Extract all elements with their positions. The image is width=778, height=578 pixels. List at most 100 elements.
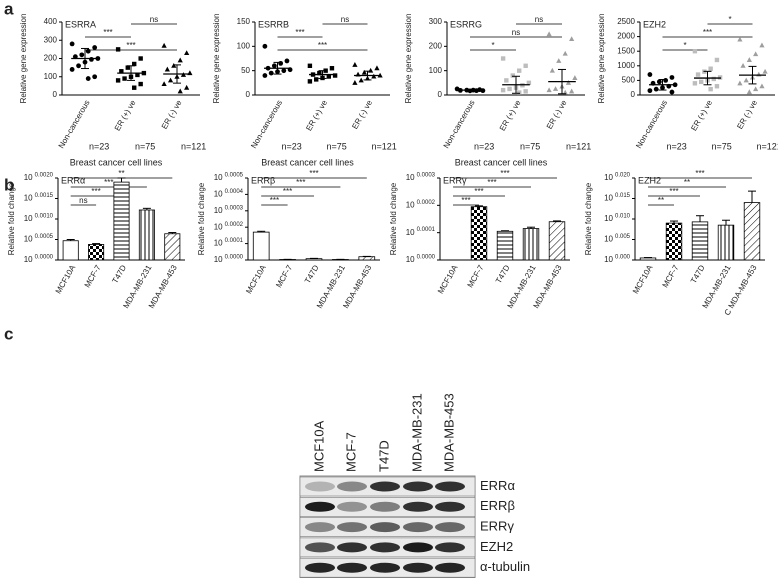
y-tick-label: 500 bbox=[622, 76, 636, 85]
data-point bbox=[556, 58, 562, 63]
y-tick-label: 0.0010 bbox=[35, 214, 54, 220]
band bbox=[435, 522, 465, 533]
y-tick-label: 100 bbox=[237, 41, 251, 50]
data-point bbox=[711, 76, 716, 82]
band bbox=[337, 562, 367, 573]
bar bbox=[252, 231, 270, 261]
y-tick-label: 200 bbox=[44, 54, 58, 63]
y-tick-base: 10 bbox=[604, 235, 613, 244]
data-point bbox=[656, 79, 662, 85]
data-point bbox=[85, 76, 91, 81]
data-point bbox=[552, 86, 559, 91]
band bbox=[435, 562, 465, 573]
data-point bbox=[352, 62, 358, 67]
data-point bbox=[138, 81, 143, 87]
data-point bbox=[549, 67, 555, 73]
data-point bbox=[79, 52, 85, 58]
data-point bbox=[746, 57, 752, 62]
x-tick-label: Non-cancerous bbox=[57, 99, 92, 150]
lane-label: MCF-7 bbox=[343, 432, 358, 472]
y-tick-label: 0.010 bbox=[615, 214, 631, 220]
significance-label: * bbox=[683, 41, 686, 50]
data-point bbox=[161, 42, 167, 48]
y-tick-label: 0.0001 bbox=[225, 238, 244, 244]
y-tick-label: 100 bbox=[44, 72, 58, 81]
y-tick-base: 10 bbox=[604, 255, 613, 264]
x-tick-label: MCF10A bbox=[436, 263, 460, 295]
data-point bbox=[69, 41, 75, 47]
band bbox=[403, 481, 433, 492]
n-label: n=23 bbox=[282, 141, 302, 151]
data-point bbox=[740, 63, 746, 68]
y-tick-base: 10 bbox=[214, 206, 223, 215]
protein-label: ERRγ bbox=[480, 519, 514, 534]
data-point bbox=[500, 56, 506, 61]
y-tick-label: 0.015 bbox=[615, 193, 631, 199]
y-tick-label: 2000 bbox=[617, 32, 635, 41]
y-tick-base: 10 bbox=[214, 255, 223, 264]
n-label: n=75 bbox=[135, 141, 155, 151]
y-tick-label: 0.0015 bbox=[35, 193, 54, 199]
y-tick-base: 10 bbox=[406, 255, 415, 264]
significance-label: *** bbox=[695, 169, 704, 178]
bar bbox=[138, 209, 155, 261]
y-tick-label: 50 bbox=[241, 66, 250, 75]
data-point bbox=[132, 85, 137, 90]
data-point bbox=[307, 63, 313, 68]
significance-label: *** bbox=[461, 196, 470, 205]
y-axis-label: Relative gene expression bbox=[597, 14, 606, 104]
data-point bbox=[262, 43, 268, 49]
lane-label: MDA-MB-453 bbox=[441, 393, 456, 472]
data-point bbox=[358, 77, 364, 83]
x-tick-label: T47D bbox=[494, 263, 512, 285]
y-tick-label: 0.0003 bbox=[225, 205, 244, 211]
data-point bbox=[317, 70, 322, 76]
data-point bbox=[177, 88, 183, 94]
y-tick-base: 10 bbox=[214, 190, 223, 199]
significance-label: *** bbox=[309, 169, 318, 178]
chart-title: ERRβ bbox=[251, 175, 275, 185]
data-point bbox=[692, 81, 698, 86]
data-point bbox=[115, 78, 121, 83]
significance-label: ns bbox=[150, 15, 158, 24]
data-point bbox=[507, 86, 512, 92]
bar bbox=[548, 221, 566, 261]
chart-title: ERRγ bbox=[443, 175, 467, 185]
band bbox=[337, 542, 367, 553]
data-point bbox=[653, 86, 659, 92]
y-tick-label: 0.0002 bbox=[417, 200, 436, 206]
bar bbox=[717, 224, 735, 261]
band bbox=[370, 562, 400, 573]
western-blot: ERRα ERRβ ERRγ EZH2 α-tubulin MCF10A MCF-7 T47D… bbox=[299, 393, 530, 578]
data-point bbox=[177, 57, 183, 63]
band bbox=[370, 501, 400, 512]
chart-title: ESRRB bbox=[258, 19, 289, 29]
x-tick-label: Non-cancerous bbox=[442, 99, 477, 150]
x-tick-label: ER (-) ve bbox=[160, 98, 184, 131]
band bbox=[435, 542, 465, 553]
x-tick-label: ER (+) ve bbox=[689, 98, 714, 132]
band bbox=[337, 522, 367, 533]
band bbox=[403, 522, 433, 533]
data-point bbox=[326, 74, 331, 79]
significance-label: * bbox=[491, 41, 494, 50]
bar bbox=[358, 256, 376, 261]
y-tick-label: 0.020 bbox=[615, 173, 631, 179]
significance-label: ** bbox=[118, 169, 124, 178]
y-tick-label: 1500 bbox=[617, 46, 635, 55]
n-label: n=75 bbox=[327, 141, 347, 151]
y-tick-label: 150 bbox=[237, 17, 251, 26]
data-point bbox=[125, 65, 130, 70]
x-tick-label: ER (-) ve bbox=[735, 98, 759, 131]
data-point bbox=[138, 56, 143, 61]
data-point bbox=[89, 57, 94, 62]
y-tick-label: 300 bbox=[429, 17, 443, 26]
data-point bbox=[268, 70, 274, 76]
bar bbox=[639, 257, 657, 261]
band bbox=[403, 501, 433, 512]
bar bbox=[496, 230, 514, 261]
x-tick-label: MCF10A bbox=[54, 263, 78, 295]
x-tick-label: MDA-MB-453 bbox=[532, 263, 564, 310]
data-point bbox=[759, 83, 765, 89]
band bbox=[403, 562, 433, 573]
